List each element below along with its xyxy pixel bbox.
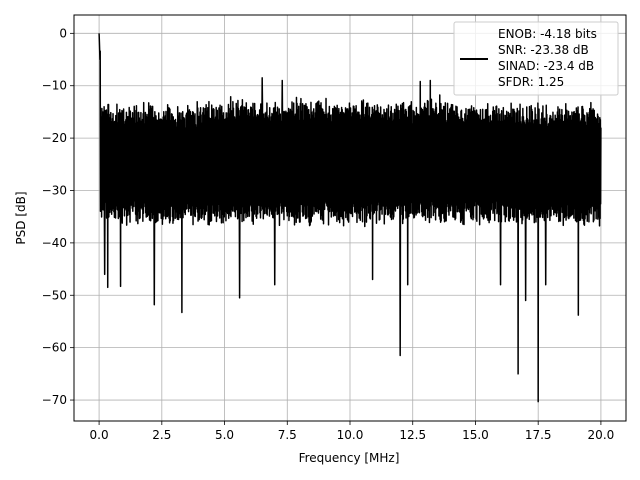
legend-entry-sfdr: SFDR: 1.25 (498, 75, 564, 89)
legend-entry-sinad: SINAD: -23.4 dB (498, 59, 594, 73)
legend-entry-enob: ENOB: -4.18 bits (498, 27, 597, 41)
x-tick-label: 15.0 (462, 428, 489, 442)
psd-trace (98, 33, 602, 403)
y-tick-label: 0 (59, 26, 67, 40)
x-tick-label: 2.5 (152, 428, 171, 442)
x-tick-label: 20.0 (588, 428, 615, 442)
x-ticks: 0.0 2.5 5.0 7.5 10.0 12.5 15.0 17.5 20.0 (90, 421, 615, 442)
y-tick-label: −10 (42, 79, 67, 93)
y-axis-label: PSD [dB] (14, 191, 28, 244)
legend-box (453, 21, 619, 96)
legend-entry-snr: SNR: -23.38 dB (498, 43, 589, 57)
y-tick-label: −70 (42, 393, 67, 407)
y-tick-label: −20 (42, 131, 67, 145)
x-axis-label: Frequency [MHz] (299, 451, 400, 465)
x-tick-label: 10.0 (337, 428, 364, 442)
x-tick-label: 7.5 (278, 428, 297, 442)
legend: ENOB: -4.18 bits SNR: -23.38 dB SINAD: -… (453, 21, 619, 96)
y-tick-label: −40 (42, 236, 67, 250)
y-tick-label: −50 (42, 288, 67, 302)
x-tick-label: 12.5 (399, 428, 426, 442)
y-ticks: 0 −10 −20 −30 −40 −50 −60 −70 (42, 26, 74, 407)
x-tick-label: 0.0 (90, 428, 109, 442)
psd-series (98, 33, 602, 403)
y-tick-label: −30 (42, 183, 67, 197)
y-tick-label: −60 (42, 341, 67, 355)
x-tick-label: 17.5 (525, 428, 552, 442)
x-tick-label: 5.0 (215, 428, 234, 442)
